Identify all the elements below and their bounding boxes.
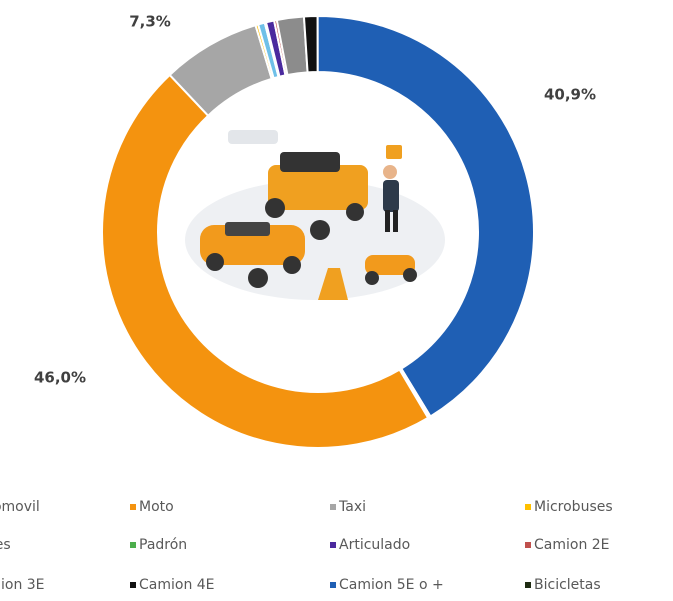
legend-label: Articulado — [339, 537, 410, 553]
legend-swatch — [130, 542, 136, 548]
legend-label: Taxi — [338, 499, 366, 515]
legend-label: Microbuses — [534, 499, 613, 515]
data-label: 40,9% — [544, 86, 596, 104]
legend-swatch — [130, 504, 136, 510]
legend-label: Bicicletas — [534, 577, 601, 593]
legend-swatch — [525, 542, 531, 548]
legend-label: Automovil — [0, 499, 40, 515]
illustration — [185, 130, 445, 300]
legend-swatch — [130, 582, 136, 588]
legend-swatch — [330, 542, 336, 548]
legend-label: Buses — [0, 537, 11, 553]
slices — [101, 14, 535, 449]
slice — [399, 367, 432, 419]
data-label: 46,0% — [34, 369, 86, 387]
legend-swatch — [525, 504, 531, 510]
legend-swatch — [330, 582, 336, 588]
slice — [316, 15, 535, 418]
legend-label: Padrón — [139, 537, 187, 553]
data-label: 7,3% — [129, 13, 171, 31]
legend-label: Camion 3E — [0, 577, 45, 593]
slice — [101, 73, 430, 449]
legend-label: Camion 2E — [534, 537, 610, 553]
legend-label: Camion 5E o + — [339, 577, 444, 593]
legend-swatch — [525, 582, 531, 588]
legend-label: Camion 4E — [139, 577, 215, 593]
legend-label: Moto — [139, 499, 174, 515]
legend-swatch — [330, 504, 336, 510]
